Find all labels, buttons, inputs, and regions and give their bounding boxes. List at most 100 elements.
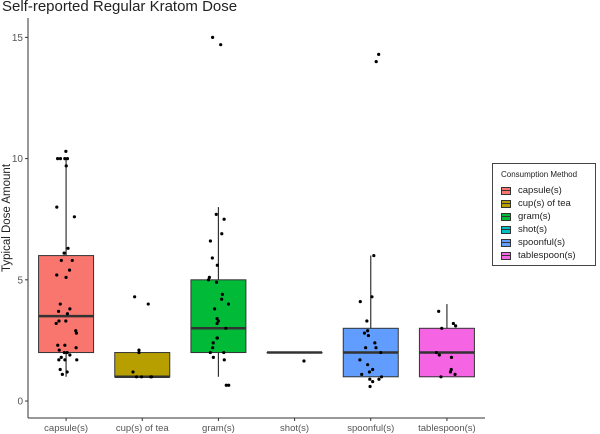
data-point	[358, 358, 362, 362]
data-point	[65, 370, 69, 374]
data-point	[58, 302, 62, 306]
box-2	[190, 279, 247, 354]
data-point	[371, 380, 375, 384]
data-point	[377, 377, 381, 381]
legend-label: spoonful(s)	[518, 237, 565, 248]
data-point	[222, 350, 226, 355]
data-point	[63, 157, 67, 161]
data-point	[57, 319, 61, 323]
data-point	[57, 348, 61, 352]
data-point	[60, 372, 64, 376]
legend-key	[501, 251, 511, 260]
legend-title: Consumption Method	[501, 170, 578, 179]
y-axis-label: Typical Dose Amount	[1, 163, 13, 272]
legend-label: cup(s) of tea	[518, 198, 571, 209]
data-point	[227, 383, 231, 387]
legend-key	[501, 225, 511, 234]
data-point	[207, 275, 212, 279]
data-point	[215, 317, 219, 321]
data-point	[206, 278, 211, 282]
legend-key	[501, 186, 511, 195]
data-point	[219, 43, 223, 47]
x-tick-label: gram(s)	[202, 423, 235, 434]
data-point	[451, 321, 455, 326]
data-point	[55, 205, 59, 209]
y-tick-label: 0	[17, 397, 23, 408]
data-point	[211, 341, 215, 345]
data-point	[448, 370, 453, 374]
data-point	[368, 377, 372, 381]
data-point	[215, 336, 219, 340]
x-tick-label: cup(s) of tea	[116, 423, 170, 434]
data-point	[58, 157, 63, 161]
data-point	[65, 157, 70, 161]
data-point	[224, 383, 228, 387]
legend-label: gram(s)	[518, 211, 551, 222]
data-point	[133, 295, 137, 299]
data-point	[449, 355, 454, 359]
data-point	[358, 300, 362, 304]
data-point	[224, 326, 228, 330]
data-point	[214, 212, 218, 216]
data-point	[74, 346, 78, 350]
data-point	[365, 319, 369, 323]
data-point	[146, 302, 150, 306]
data-point	[137, 350, 141, 355]
data-point	[64, 164, 68, 168]
legend-key	[501, 199, 511, 208]
legend-label: shot(s)	[518, 224, 548, 235]
data-point	[211, 35, 215, 39]
data-point	[449, 367, 453, 372]
data-point	[439, 375, 443, 379]
data-point	[57, 358, 61, 362]
data-point	[68, 353, 72, 357]
data-point	[366, 363, 370, 367]
data-point	[65, 350, 69, 355]
data-point	[437, 353, 441, 357]
data-point	[54, 321, 58, 326]
legend-item: capsule(s)	[501, 184, 595, 197]
data-point	[72, 215, 77, 219]
data-point	[74, 331, 79, 335]
data-point	[220, 297, 224, 301]
data-point	[75, 358, 79, 362]
data-point	[64, 319, 68, 323]
x-tick-label: spoonful(s)	[347, 423, 394, 434]
legend-item: gram(s)	[501, 210, 595, 223]
data-point	[434, 350, 439, 355]
data-point	[70, 258, 74, 263]
box-0	[38, 255, 95, 354]
data-point	[62, 350, 66, 355]
data-point	[366, 333, 371, 338]
data-point	[59, 258, 63, 263]
box-plot: 0 5 10 15 Typical Dose Amount capsule(s) cup(s…	[1, 18, 485, 434]
legend-item: cup(s) of tea	[501, 197, 595, 210]
data-point	[453, 372, 457, 376]
data-point	[64, 275, 68, 279]
data-point	[64, 149, 68, 153]
data-point	[56, 309, 61, 313]
data-point	[360, 372, 364, 376]
data-point	[222, 217, 226, 221]
data-point	[362, 331, 367, 335]
y-tick-label: 5	[17, 275, 23, 286]
data-point	[220, 232, 224, 236]
data-point	[62, 251, 66, 255]
legend-label: capsule(s)	[518, 185, 562, 196]
legend-item: tablespoon(s)	[501, 249, 595, 262]
legend-item: spoonful(s)	[501, 236, 595, 249]
data-point	[63, 358, 67, 362]
data-point	[374, 346, 378, 350]
box-1	[114, 352, 171, 378]
data-point	[208, 239, 213, 243]
data-point	[368, 384, 372, 389]
data-point	[212, 307, 217, 311]
legend-item: shot(s)	[501, 223, 595, 236]
data-point	[374, 60, 378, 64]
data-point	[74, 329, 78, 333]
data-point	[371, 367, 375, 372]
data-point	[210, 256, 214, 260]
data-point	[208, 350, 212, 355]
data-point	[366, 329, 370, 333]
data-point	[66, 246, 70, 250]
